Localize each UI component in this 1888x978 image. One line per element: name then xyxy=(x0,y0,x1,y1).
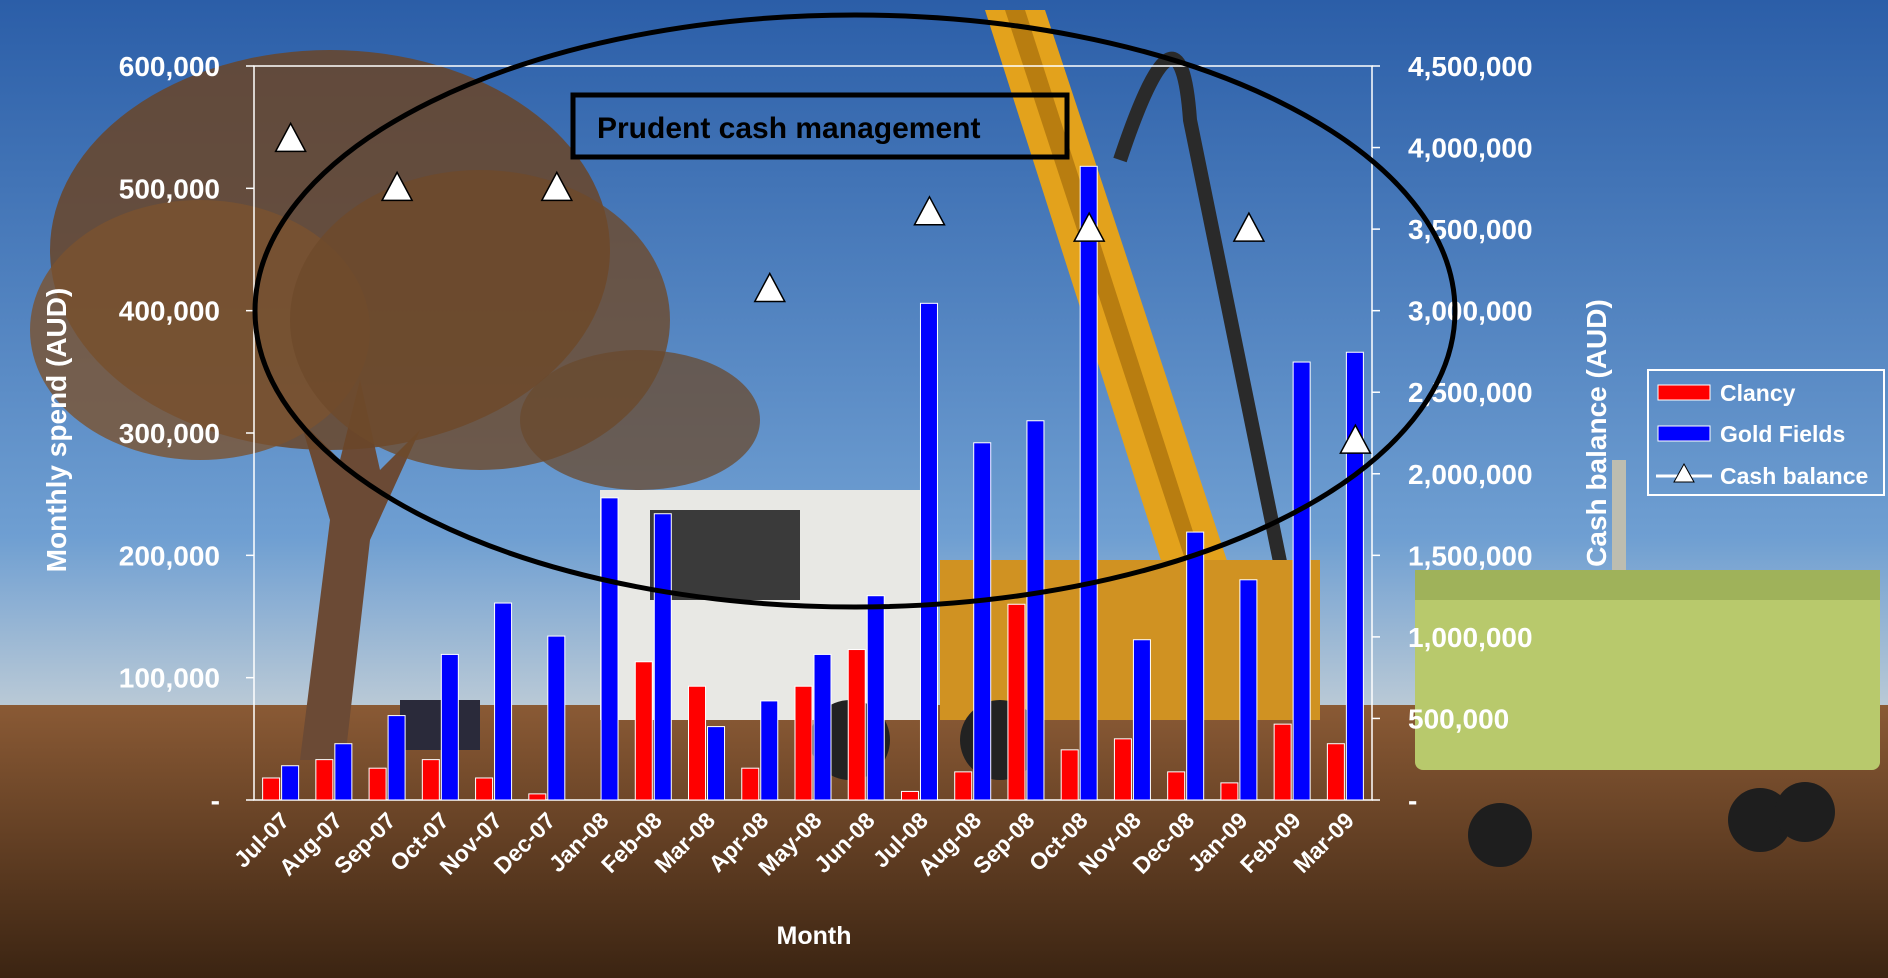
left-axis-ticks: - 100,000 200,000 300,000 400,000 500,000 600,… xyxy=(119,51,254,816)
right-tick-label: 500,000 xyxy=(1408,703,1509,734)
legend-label-gold-fields: Gold Fields xyxy=(1720,421,1845,447)
cash-balance-marker-Apr-08 xyxy=(753,271,787,303)
bar-gold-fields-Sep-08 xyxy=(1026,420,1045,801)
x-tick-label: Sep-08 xyxy=(968,807,1040,879)
x-tick-label: Jun-08 xyxy=(809,807,880,878)
bar-clancy-Jan-09 xyxy=(1220,782,1239,801)
bar-clancy-Mar-09 xyxy=(1326,743,1345,801)
right-tick-label: 2,000,000 xyxy=(1408,459,1533,490)
bar-gold-fields-Jan-08 xyxy=(600,497,619,801)
bar-clancy-Oct-07 xyxy=(421,759,440,801)
bar-gold-fields-Feb-09 xyxy=(1292,361,1311,801)
bar-gold-fields-Dec-08 xyxy=(1186,531,1205,801)
tree-illustration xyxy=(30,50,760,760)
annotation-box xyxy=(570,92,1070,160)
right-tick-label: 4,000,000 xyxy=(1408,133,1533,164)
legend-swatch-clancy xyxy=(1657,384,1711,401)
left-tick-label: 300,000 xyxy=(119,418,220,449)
bar-gold-fields-Dec-07 xyxy=(547,635,566,801)
bar-clancy-Sep-07 xyxy=(368,767,387,801)
bar-gold-fields-Nov-08 xyxy=(1132,639,1151,801)
bar-gold-fields-Jan-09 xyxy=(1239,579,1258,801)
x-axis-label: Month xyxy=(777,922,852,950)
bar-clancy-Jun-08 xyxy=(847,649,866,801)
cash-balance-marker-Jul-08 xyxy=(913,195,946,226)
bar-clancy-Nov-07 xyxy=(475,777,494,801)
bar-gold-fields-Feb-08 xyxy=(653,513,672,801)
bar-gold-fields-Mar-09 xyxy=(1345,351,1364,801)
plot-border xyxy=(253,65,1373,801)
bar-clancy-Jul-08 xyxy=(900,790,919,801)
legend: Clancy Gold Fields Cash balance xyxy=(1647,369,1885,496)
legend-swatch-gold-fields xyxy=(1657,425,1711,442)
cash-balance-marker-Sep-07 xyxy=(380,170,414,202)
legend-label-clancy: Clancy xyxy=(1720,380,1796,406)
bar-gold-fields-Jul-08 xyxy=(919,302,938,801)
bar-clancy-Oct-08 xyxy=(1060,749,1079,801)
bar-clancy-Feb-08 xyxy=(634,661,653,801)
legend-triangle-icon xyxy=(1673,462,1695,483)
bar-gold-fields-Oct-07 xyxy=(440,653,459,801)
bar-clancy-Nov-08 xyxy=(1113,738,1132,801)
left-tick-label: 200,000 xyxy=(119,540,220,571)
cash-balance-marker-Dec-07 xyxy=(540,170,574,202)
bar-clancy-Sep-08 xyxy=(1007,603,1026,801)
cash-balance-marker-Jan-09 xyxy=(1232,211,1266,242)
bar-gold-fields-Aug-08 xyxy=(973,442,992,801)
bar-gold-fields-Oct-08 xyxy=(1079,165,1098,801)
right-tick-label: - xyxy=(1408,785,1417,816)
right-axis-ticks: - 500,000 1,000,000 1,500,000 2,000,000 2,500… xyxy=(1372,51,1533,816)
left-tick-label: 500,000 xyxy=(119,173,220,204)
cash-balance-marker-Oct-08 xyxy=(1072,211,1106,242)
right-tick-label: 3,500,000 xyxy=(1408,214,1533,245)
x-tick-label: Mar-09 xyxy=(1288,807,1359,878)
bar-clancy-Mar-08 xyxy=(688,685,707,801)
bar-series xyxy=(262,165,1364,801)
bar-gold-fields-Jul-07 xyxy=(281,765,300,801)
bar-gold-fields-Aug-07 xyxy=(334,743,353,801)
left-axis-label: Monthly spend (AUD) xyxy=(41,288,72,573)
plot-area xyxy=(253,65,1373,801)
right-tick-label: 1,000,000 xyxy=(1408,622,1533,653)
compressor-trailer-illustration xyxy=(1415,460,1880,867)
bar-clancy-Feb-09 xyxy=(1273,723,1292,801)
bar-clancy-Aug-07 xyxy=(315,759,334,801)
legend-box xyxy=(1647,369,1885,496)
bar-gold-fields-Sep-07 xyxy=(387,715,406,801)
bar-gold-fields-Nov-07 xyxy=(494,602,513,801)
bar-clancy-Jul-07 xyxy=(262,777,281,801)
annotation-text: Prudent cash management xyxy=(597,112,980,145)
bar-gold-fields-Mar-08 xyxy=(707,726,726,801)
left-tick-label: 100,000 xyxy=(119,663,220,694)
bar-gold-fields-May-08 xyxy=(813,653,832,801)
right-tick-label: 4,500,000 xyxy=(1408,51,1533,82)
right-tick-label: 3,000,000 xyxy=(1408,296,1533,327)
x-tick-label: Mar-08 xyxy=(649,807,720,878)
bar-gold-fields-Jun-08 xyxy=(866,595,885,801)
right-tick-label: 1,500,000 xyxy=(1408,540,1533,571)
right-tick-label: 2,500,000 xyxy=(1408,377,1533,408)
left-tick-label: - xyxy=(211,785,220,816)
left-tick-label: 600,000 xyxy=(119,51,220,82)
bar-gold-fields-Apr-08 xyxy=(760,700,779,801)
left-tick-label: 400,000 xyxy=(119,296,220,327)
bar-clancy-Apr-08 xyxy=(741,767,760,801)
bar-clancy-Aug-08 xyxy=(954,771,973,801)
x-axis-tick-labels: Jul-07Aug-07Sep-07Oct-07Nov-07Dec-07Jan-… xyxy=(229,807,1359,881)
bar-clancy-May-08 xyxy=(794,685,813,801)
cash-balance-marker-Mar-09 xyxy=(1339,423,1372,454)
highlight-ellipse xyxy=(252,12,1458,610)
right-axis-label: Cash balance (AUD) xyxy=(1581,299,1612,567)
cash-balance-markers xyxy=(274,121,1372,454)
bar-clancy-Dec-07 xyxy=(528,793,547,801)
legend-label-cash-balance: Cash balance xyxy=(1720,463,1868,489)
x-tick-label: Dec-08 xyxy=(1127,807,1199,879)
cash-balance-marker-Jul-07 xyxy=(274,121,307,153)
bar-clancy-Dec-08 xyxy=(1167,771,1186,801)
